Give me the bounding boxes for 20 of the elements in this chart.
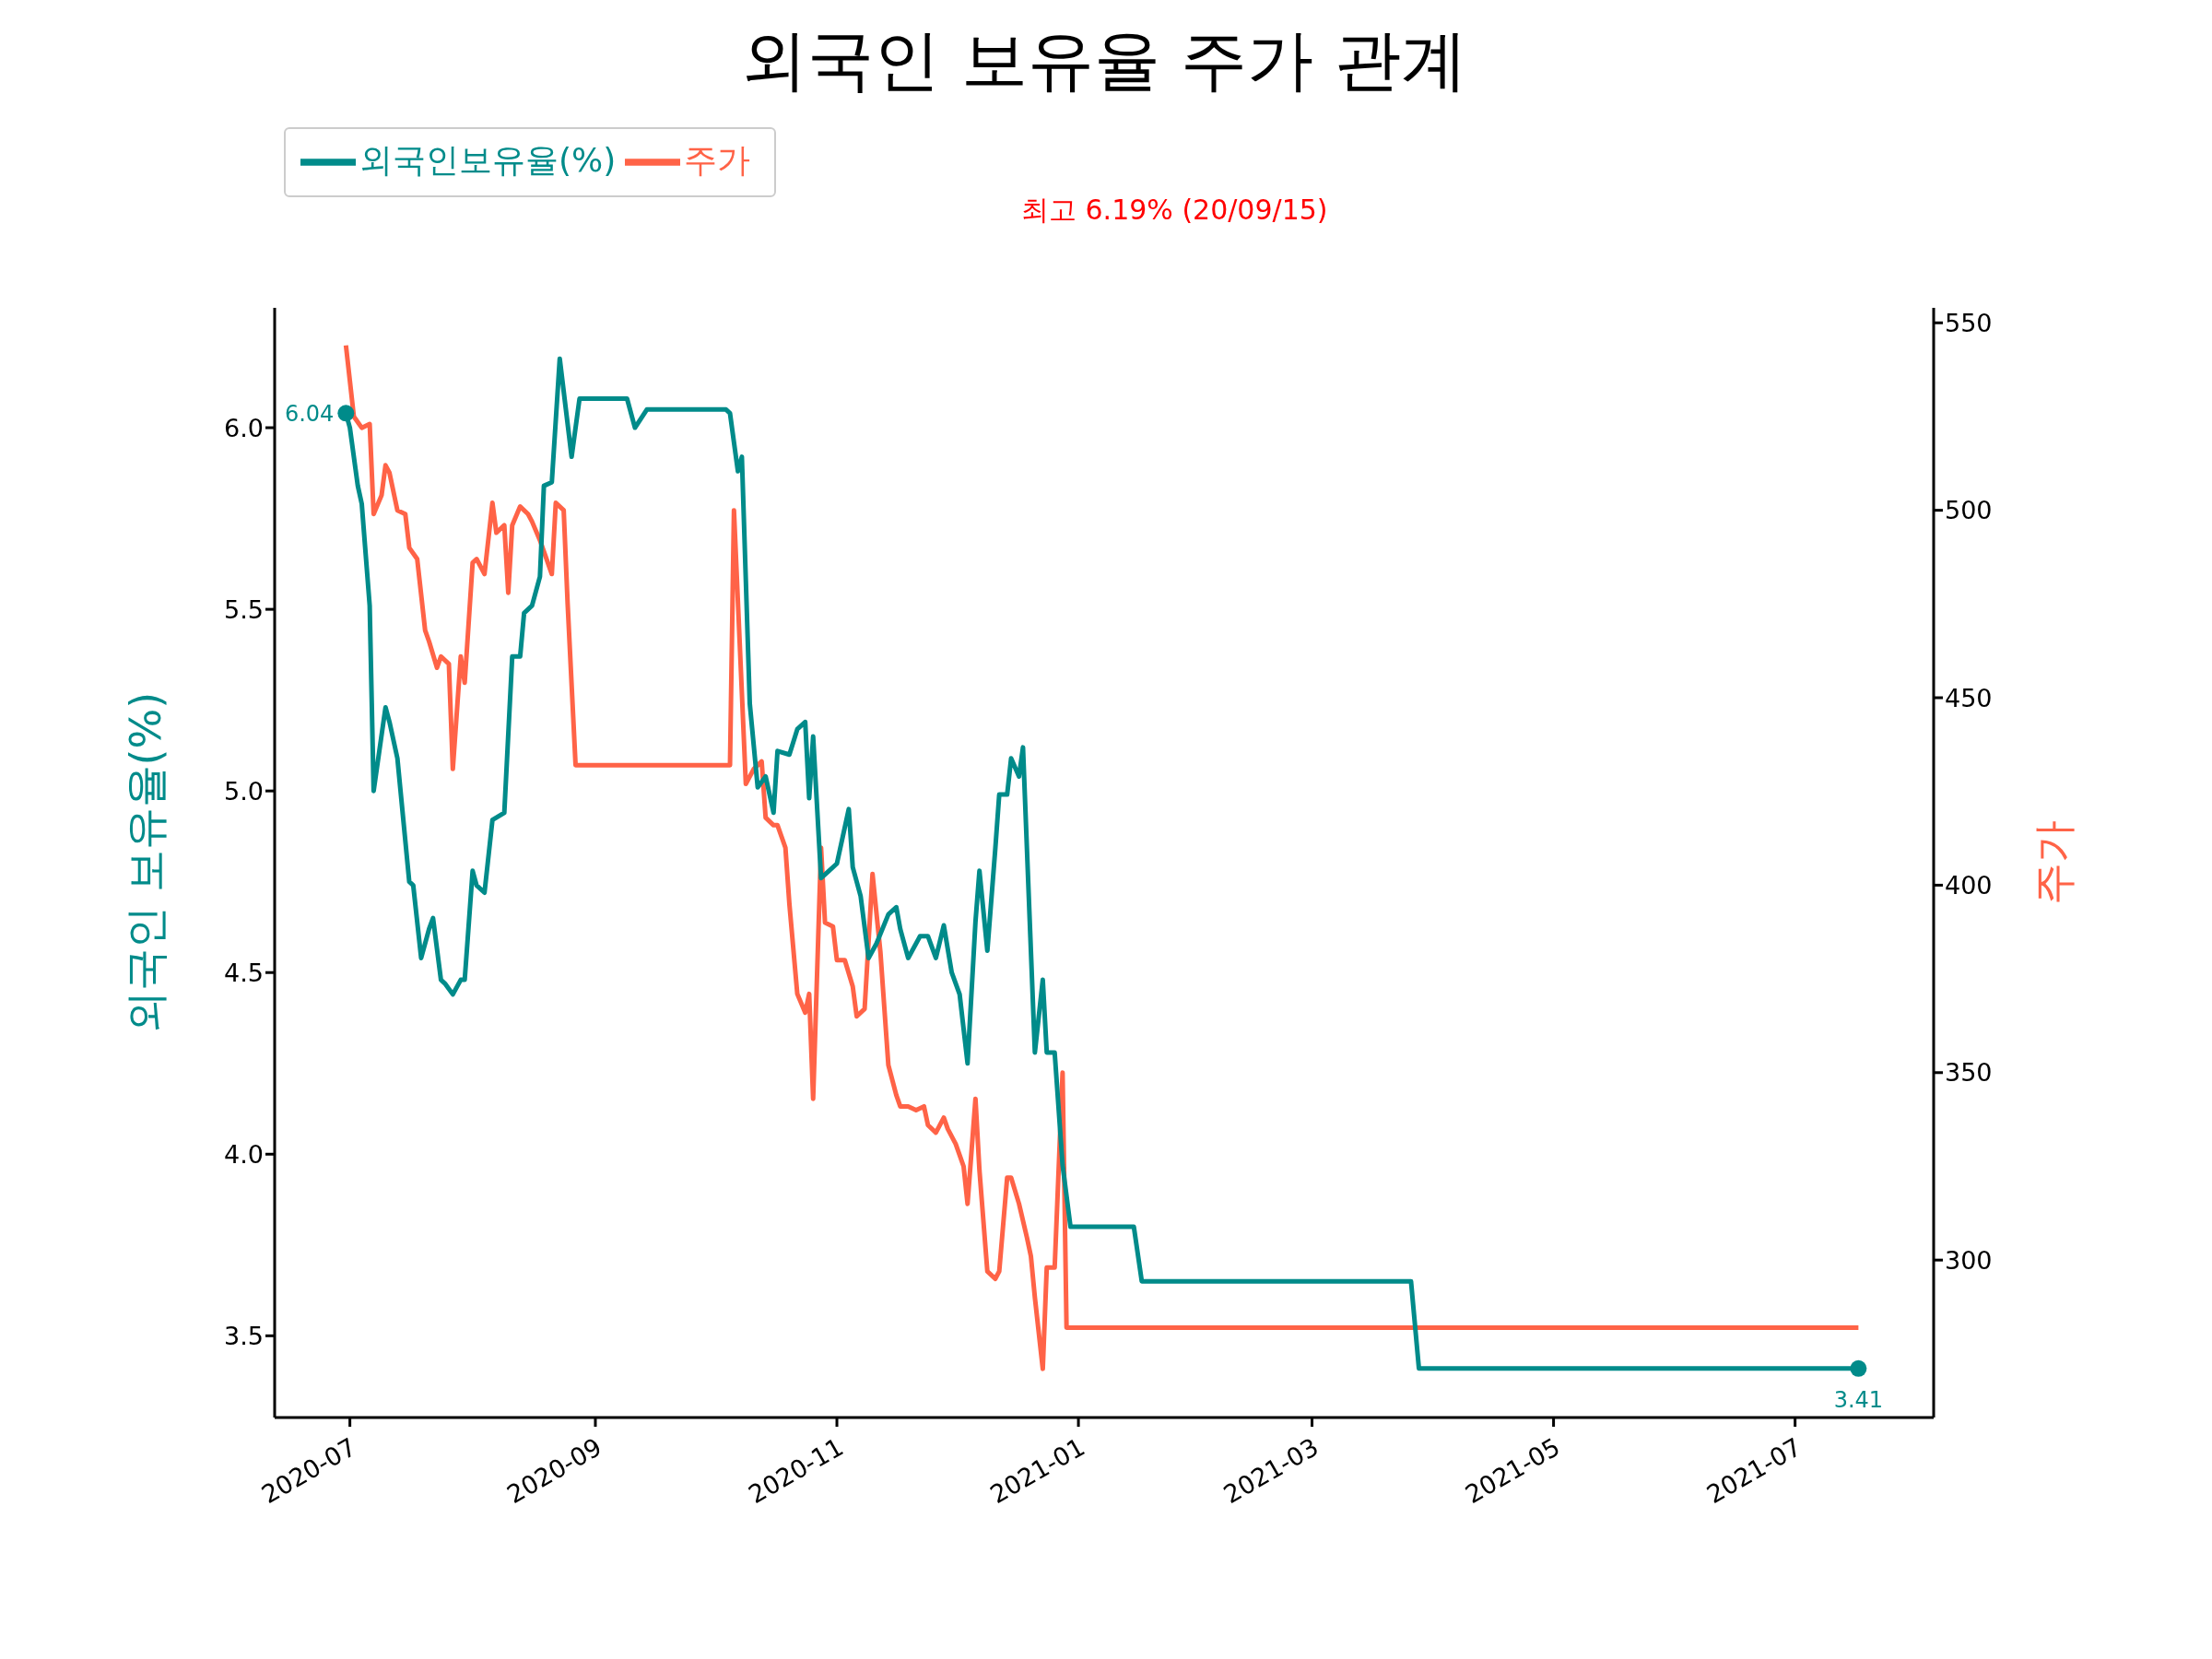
y2-tick-label: 450 [1945,683,1993,712]
y2-tick-label: 300 [1945,1245,1993,1275]
y-tick-label: 5.5 [224,594,264,624]
y2-tick-label: 350 [1945,1058,1993,1088]
y2-tick-label: 400 [1945,870,1993,900]
y-tick-label: 4.5 [224,958,264,987]
annotation: 6.04 [284,400,335,427]
y2-axis-title: 주가 [2029,820,2079,905]
y-tick-label: 6.0 [224,413,264,442]
y2-tick-label: 500 [1945,496,1993,525]
y-tick-label: 3.5 [224,1321,264,1350]
y-tick-label: 5.0 [224,776,264,806]
annotation: 3.41 [1833,1386,1884,1413]
y2-tick-label: 550 [1945,308,1993,337]
legend-label: 주가 [684,141,751,179]
y-axis-title: 외국인 보유율(%) [121,691,171,1034]
legend-label: 외국인보유율(%) [359,141,617,179]
y-tick-label: 4.0 [224,1139,264,1169]
text: 최고 6.19% (20/09/15) [1021,193,1328,228]
chart-title: 외국인 보유율 주가 관계 [739,20,1469,100]
